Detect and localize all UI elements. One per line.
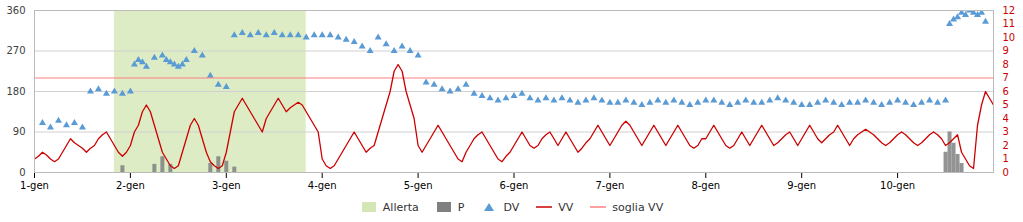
svg-text:8-gen: 8-gen	[691, 180, 720, 191]
html-text:soglia VV: soglia VV	[612, 200, 664, 214]
svg-text:4: 4	[1003, 113, 1009, 124]
svg-text:90: 90	[13, 126, 26, 137]
html-text:Allerta: Allerta	[382, 200, 419, 214]
svg-text:270: 270	[6, 45, 25, 56]
svg-text:6-gen: 6-gen	[500, 180, 529, 191]
svg-text:8: 8	[1003, 59, 1009, 70]
svg-text:0: 0	[1003, 167, 1009, 178]
svg-text:10: 10	[1003, 32, 1016, 43]
svg-text:360: 360	[6, 5, 25, 16]
html-text:P: P	[457, 200, 465, 214]
svg-text:0: 0	[19, 167, 25, 178]
html-text:DV: DV	[503, 200, 520, 214]
svg-text:3-gen: 3-gen	[212, 180, 241, 191]
svg-text:9: 9	[1003, 45, 1009, 56]
svg-text:2: 2	[1003, 140, 1009, 151]
svg-text:1-gen: 1-gen	[20, 180, 49, 191]
svg-text:10-gen: 10-gen	[880, 180, 915, 191]
svg-text:11: 11	[1003, 18, 1016, 29]
svg-text:12: 12	[1003, 5, 1016, 16]
svg-text:9-gen: 9-gen	[787, 180, 816, 191]
svg-text:5: 5	[1003, 99, 1009, 110]
svg-text:7-gen: 7-gen	[595, 180, 624, 191]
svg-text:7: 7	[1003, 72, 1009, 83]
html-text:VV: VV	[558, 200, 574, 214]
svg-text:3: 3	[1003, 126, 1009, 137]
svg-text:6: 6	[1003, 86, 1009, 97]
svg-text:180: 180	[6, 86, 25, 97]
svg-text:4-gen: 4-gen	[308, 180, 337, 191]
svg-text:1: 1	[1003, 153, 1009, 164]
svg-text:5-gen: 5-gen	[404, 180, 433, 191]
svg-text:2-gen: 2-gen	[116, 180, 145, 191]
